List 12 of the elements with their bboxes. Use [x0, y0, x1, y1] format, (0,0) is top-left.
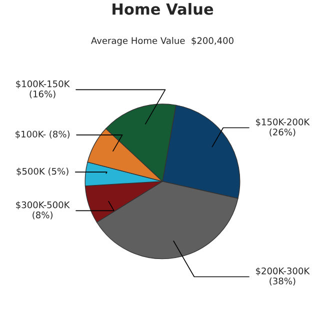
slice-label: $100K- (8%) — [16, 130, 70, 139]
slice-label: $100K-150K — [16, 80, 70, 88]
slice-label: $200K-300K — [256, 267, 310, 276]
data-label: (26%) — [270, 128, 296, 136]
data-label: (16%) — [30, 90, 56, 98]
data-label: (8%) — [32, 211, 52, 220]
slice-label: $150K-200K — [256, 118, 310, 127]
chart-subtitle: Average Home Value $200,400 — [91, 37, 234, 46]
slice-label: $300K-500K — [16, 201, 70, 210]
chart-title: Home Value — [112, 3, 214, 15]
slice-label: $500K (5%) — [16, 168, 68, 176]
data-label: (38%) — [270, 277, 296, 286]
